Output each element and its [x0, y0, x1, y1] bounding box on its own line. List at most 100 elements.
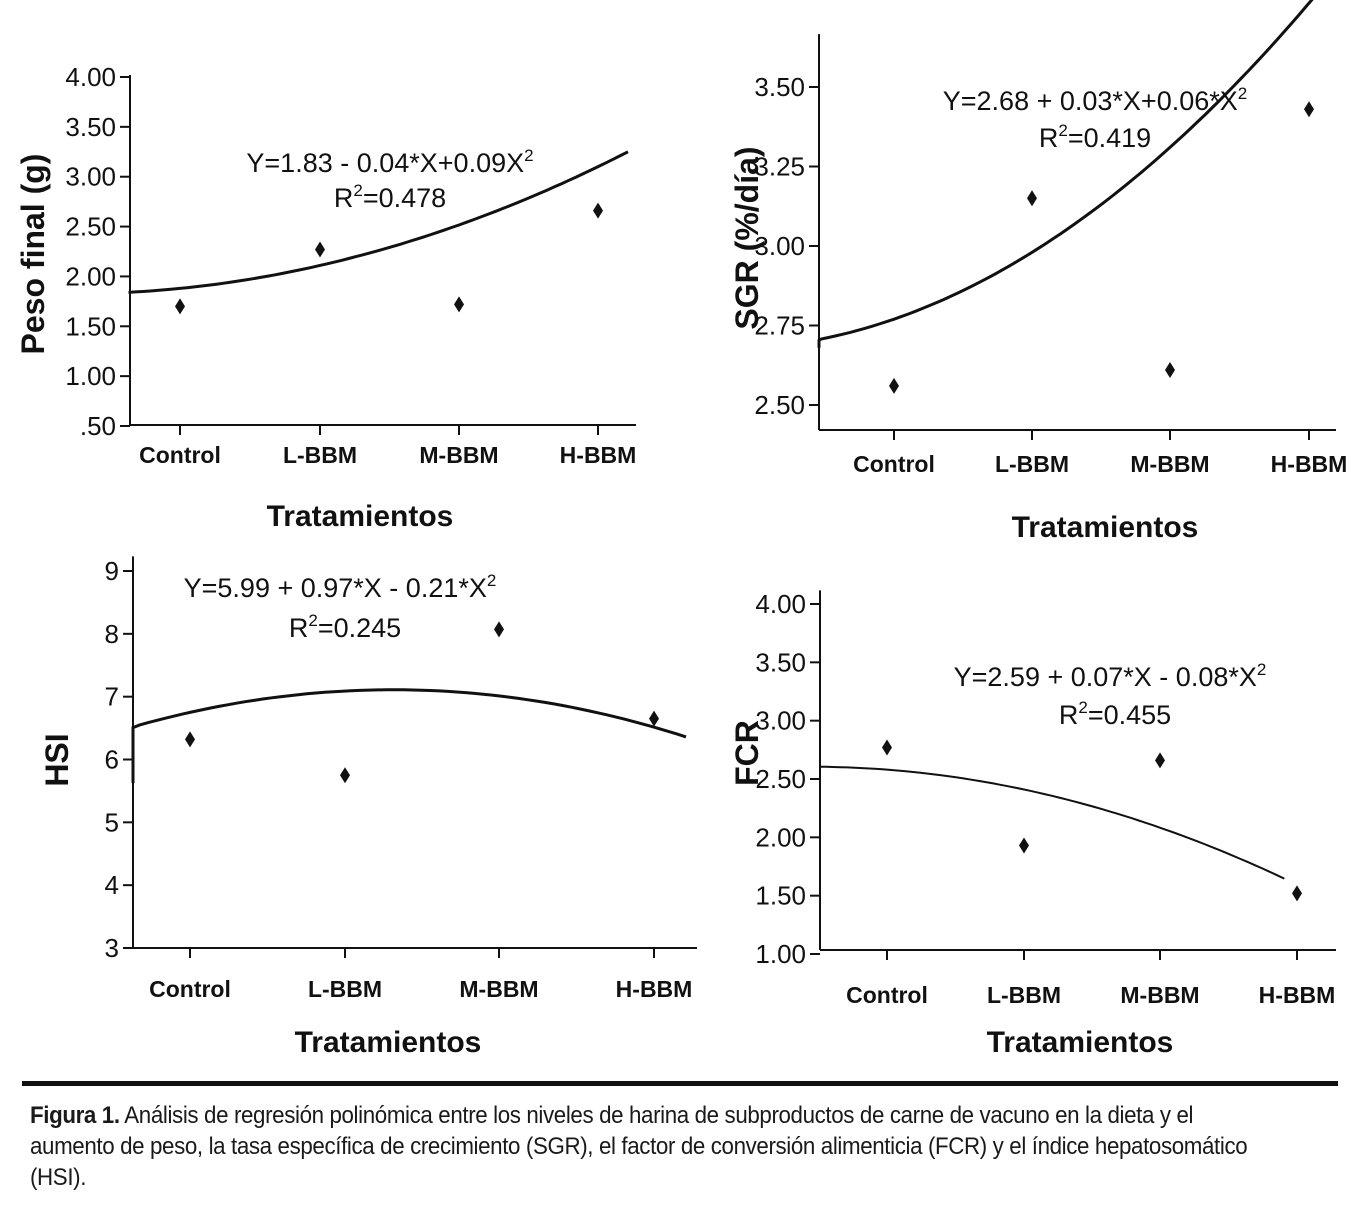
chart-panel-3: 3 4 5 6 7 8 9 Control L-BBM M-BBM H-BBM HSI Tratamie… — [39, 556, 697, 1059]
y-tick-label: 4 — [105, 870, 119, 900]
y-tick-label: 3.50 — [65, 112, 116, 142]
y-tick-label: 3.50 — [755, 647, 806, 677]
x-tick-label: L-BBM — [987, 982, 1061, 1008]
y-tick-label: 1.50 — [65, 311, 116, 341]
r2-value: =0.419 — [1068, 123, 1151, 153]
x-tick-label: H-BBM — [560, 442, 637, 468]
regression-equation: Y=2.59 + 0.07*X - 0.08*X2 — [954, 660, 1267, 692]
x-axis-title: Tratamientos — [1012, 511, 1199, 544]
y-tick-label: 8 — [105, 619, 119, 649]
y-tick-label: .50 — [80, 411, 116, 441]
y-tick-label: 3.00 — [754, 231, 805, 261]
data-point — [1292, 885, 1302, 902]
y-tick-label: 2.75 — [754, 311, 805, 341]
y-tick-label: 3.25 — [754, 152, 805, 182]
data-point — [340, 767, 350, 784]
r-squared: R2=0.245 — [289, 611, 401, 643]
y-tick-label: 1.00 — [65, 361, 116, 391]
r2-value: =0.245 — [318, 613, 401, 643]
r2-value: =0.478 — [363, 183, 446, 213]
data-point — [1165, 362, 1175, 379]
regression-equation: Y=5.99 + 0.97*X - 0.21*X2 — [184, 571, 497, 603]
x-axis-title: Tratamientos — [987, 1026, 1174, 1059]
y-tick-label: 1.50 — [755, 881, 806, 911]
chart-panel-2: 2.50 2.75 3.00 3.25 3.50 Control L-BBM M-BBM H-B… — [729, 0, 1347, 544]
data-point — [175, 298, 185, 315]
y-axis-title: HSI — [39, 733, 75, 786]
fit-curve — [817, 0, 1314, 348]
x-tick-label: M-BBM — [459, 976, 538, 1002]
x-tick-label: M-BBM — [1120, 982, 1199, 1008]
equation-body: Y=1.83 - 0.04*X+0.09X — [246, 148, 524, 178]
y-tick-label: 7 — [105, 682, 119, 712]
regression-equation: Y=2.68 + 0.03*X+0.06*X2 — [943, 84, 1247, 116]
r-squared: R2=0.419 — [1039, 121, 1151, 153]
fit-curve — [131, 688, 687, 784]
x-tick-label: M-BBM — [419, 442, 498, 468]
equation-exponent: 2 — [1238, 84, 1247, 103]
x-tick-label: L-BBM — [283, 442, 357, 468]
r2-value: =0.455 — [1088, 700, 1171, 730]
chart-panel-4: 1.00 1.50 2.00 2.50 3.00 3.50 4.00 Control L-BBM… — [729, 589, 1336, 1059]
r2-exponent: 2 — [1078, 698, 1087, 717]
r2-symbol: R — [334, 183, 354, 213]
equation-exponent: 2 — [1257, 660, 1266, 679]
y-tick-label: 2.50 — [65, 212, 116, 242]
r2-symbol: R — [289, 613, 309, 643]
data-point — [593, 202, 603, 219]
figure-caption: Figura 1. Análisis de regresión polinómi… — [30, 1100, 1248, 1193]
y-tick-label: 5 — [105, 807, 119, 837]
data-point — [882, 739, 892, 756]
data-point — [1027, 190, 1037, 207]
x-tick-label: Control — [149, 976, 231, 1002]
x-tick-label: H-BBM — [1259, 982, 1336, 1008]
y-tick-label: 2.50 — [754, 390, 805, 420]
fit-curve — [819, 765, 1285, 880]
fit-curve — [128, 150, 629, 294]
data-point — [649, 710, 659, 727]
y-tick-label: 6 — [105, 745, 119, 775]
figure-charts: .50 1.00 1.50 2.00 2.50 3.00 3.50 4.00 Control L-… — [15, 0, 1347, 1059]
chart-panel-1: .50 1.00 1.50 2.00 2.50 3.00 3.50 4.00 Control L-… — [15, 62, 636, 533]
y-tick-label: 2.50 — [755, 764, 806, 794]
y-tick-label: 4.00 — [755, 589, 806, 619]
x-tick-label: Control — [139, 442, 221, 468]
y-tick-label: 3.00 — [755, 706, 806, 736]
x-tick-label: H-BBM — [1271, 451, 1348, 477]
data-point — [1155, 752, 1165, 769]
y-tick-label: 9 — [105, 556, 119, 586]
data-point — [889, 377, 899, 394]
data-point — [1019, 837, 1029, 854]
caption-rule — [22, 1081, 1338, 1086]
x-tick-label: H-BBM — [616, 976, 693, 1002]
r2-symbol: R — [1039, 123, 1059, 153]
x-tick-label: Control — [846, 982, 928, 1008]
y-tick-label: 2.00 — [65, 261, 116, 291]
r2-symbol: R — [1059, 700, 1079, 730]
r2-exponent: 2 — [308, 611, 317, 630]
y-axis-title: FCR — [729, 720, 765, 786]
y-tick-label: 3.00 — [65, 162, 116, 192]
data-point — [494, 621, 504, 638]
y-axis-title: Peso final (g) — [15, 154, 51, 355]
y-tick-label: 3 — [105, 933, 119, 963]
x-tick-label: L-BBM — [308, 976, 382, 1002]
equation-exponent: 2 — [524, 146, 533, 165]
equation-exponent: 2 — [487, 571, 496, 590]
x-axis-title: Tratamientos — [267, 500, 454, 533]
data-point — [185, 731, 195, 748]
r-squared: R2=0.478 — [334, 181, 446, 213]
y-tick-label: 4.00 — [65, 62, 116, 92]
equation-body: Y=2.68 + 0.03*X+0.06*X — [943, 86, 1238, 116]
caption-text: Análisis de regresión polinómica entre l… — [30, 1102, 1248, 1191]
x-tick-label: L-BBM — [995, 451, 1069, 477]
y-tick-label: 2.00 — [755, 822, 806, 852]
regression-equation: Y=1.83 - 0.04*X+0.09X2 — [246, 146, 533, 178]
caption-label: Figura 1. — [30, 1102, 120, 1129]
data-point — [1304, 101, 1314, 118]
data-point — [315, 241, 325, 258]
equation-body: Y=5.99 + 0.97*X - 0.21*X — [184, 573, 487, 603]
r2-exponent: 2 — [353, 181, 362, 200]
y-tick-label: 1.00 — [755, 939, 806, 969]
x-tick-label: M-BBM — [1130, 451, 1209, 477]
